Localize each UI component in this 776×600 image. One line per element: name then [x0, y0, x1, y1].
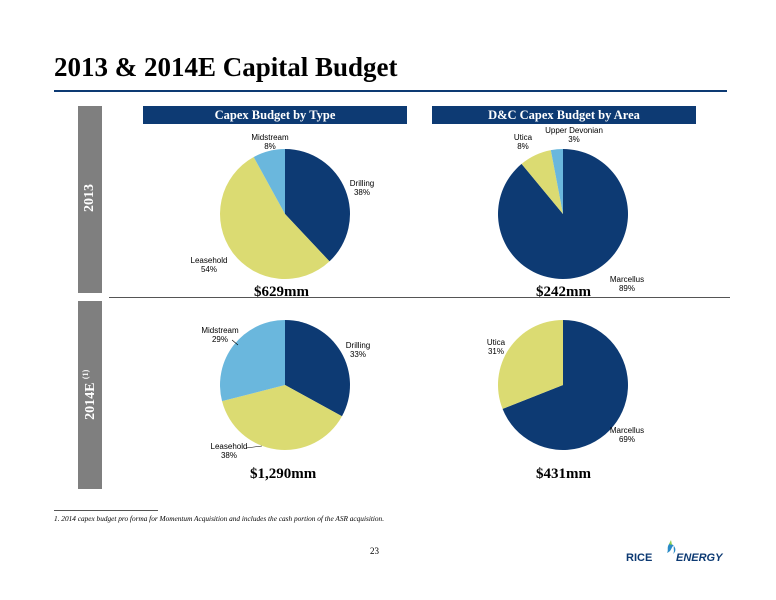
- pie-value-utica: 31%: [488, 347, 504, 356]
- footnote-rule: [54, 510, 158, 511]
- pie-value-drilling: 33%: [350, 350, 366, 359]
- svg-text:ENERGY: ENERGY: [676, 552, 724, 564]
- leader-line: [231, 339, 239, 346]
- pie-slice-drilling: [285, 149, 351, 262]
- pie-slice-midstream: [219, 320, 285, 402]
- pie-label-midstream: Midstream: [251, 133, 289, 142]
- pie-label-leasehold: Leasehold: [211, 442, 248, 451]
- header-capex-by-type: Capex Budget by Type: [143, 106, 407, 124]
- pie-slice-utica: [521, 150, 563, 214]
- pie-label-upper-devonian: Upper Devonian: [545, 126, 603, 135]
- title-rule: [54, 90, 727, 92]
- pie-value-marcellus: 89%: [619, 284, 635, 293]
- pie-label-leasehold: Leasehold: [191, 256, 228, 265]
- pie-slice-marcellus: [502, 320, 628, 451]
- pie-slice-drilling: [285, 320, 350, 417]
- pie-value-midstream: 8%: [264, 142, 276, 151]
- pie-value-midstream: 29%: [212, 335, 228, 344]
- pie-value-marcellus: 69%: [619, 435, 635, 444]
- pie-label-utica: Utica: [514, 133, 533, 142]
- row-bar-2013: [78, 106, 102, 293]
- chart-total-type-2014: $1,290mm: [250, 466, 317, 482]
- pie-label-drilling: Drilling: [346, 341, 370, 350]
- pie-value-drilling: 38%: [354, 188, 370, 197]
- footnote: 1. 2014 capex budget pro forma for Momen…: [54, 514, 385, 523]
- pie-slice-utica: [497, 320, 563, 409]
- pie-label-marcellus: Marcellus: [610, 275, 644, 284]
- pie-value-leasehold: 38%: [221, 451, 237, 460]
- pie-slice-leasehold: [219, 157, 330, 280]
- row-divider: [109, 297, 730, 298]
- row-bar-2014: [78, 301, 102, 489]
- leader-line: [245, 445, 263, 449]
- pie-slice-upper-devonian: [550, 149, 563, 214]
- header-capex-by-area: D&C Capex Budget by Area: [432, 106, 696, 124]
- pie-slice-leasehold: [222, 385, 342, 450]
- pie-label-marcellus: Marcellus: [610, 426, 644, 435]
- chart-total-type-2013: $629mm: [254, 284, 309, 300]
- pie-value-upper-devonian: 3%: [568, 135, 580, 144]
- rice-energy-logo: RICE ENERGY: [626, 540, 724, 564]
- pie-label-utica: Utica: [487, 338, 506, 347]
- pie-label-midstream: Midstream: [201, 326, 239, 335]
- chart-total-area-2014: $431mm: [536, 466, 591, 482]
- pie-label-drilling: Drilling: [350, 179, 374, 188]
- svg-text:RICE: RICE: [626, 552, 652, 564]
- page-number: 23: [370, 546, 379, 556]
- chart-total-area-2013: $242mm: [536, 284, 591, 300]
- pie-slice-midstream: [253, 149, 285, 214]
- pie-value-utica: 8%: [517, 142, 529, 151]
- pie-slice-marcellus: [498, 149, 629, 279]
- page-title: 2013 & 2014E Capital Budget: [54, 52, 398, 82]
- pie-value-leasehold: 54%: [201, 265, 217, 274]
